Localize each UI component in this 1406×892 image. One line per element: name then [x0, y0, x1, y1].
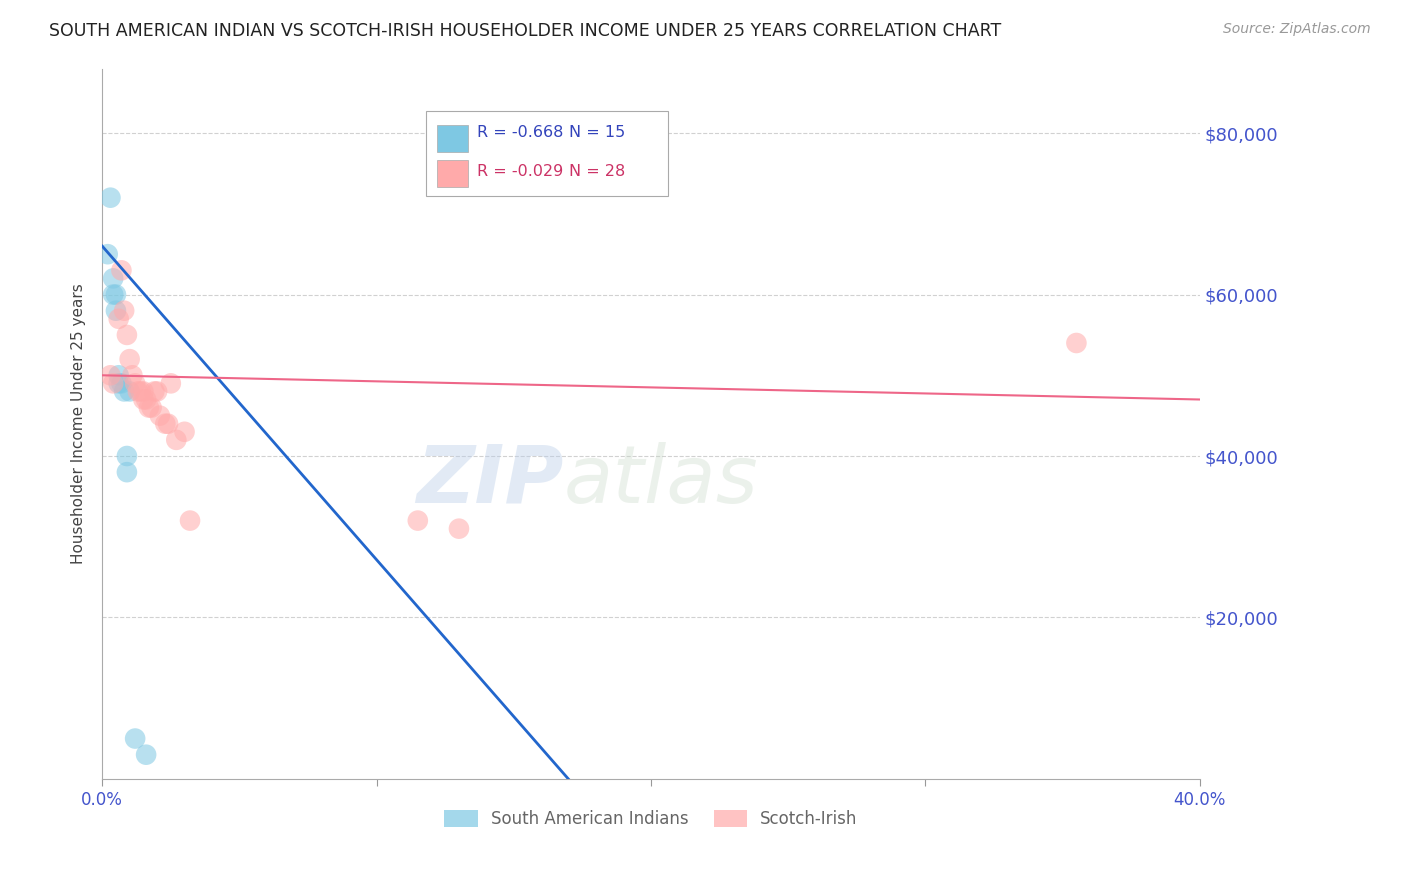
Point [127, 384, 149, 399]
FancyBboxPatch shape [426, 112, 668, 196]
Point [115, 327, 138, 342]
Point [1066, 336, 1088, 351]
Point [107, 376, 129, 391]
Point [173, 425, 195, 439]
Legend: South American Indians, Scotch-Irish: South American Indians, Scotch-Irish [437, 803, 865, 835]
Point [104, 287, 127, 301]
Y-axis label: Householder Income Under 25 years: Householder Income Under 25 years [72, 284, 86, 564]
Point [129, 384, 152, 399]
Text: atlas: atlas [564, 442, 758, 519]
Text: ZIP: ZIP [416, 442, 564, 519]
Point [155, 417, 177, 431]
Point [110, 263, 132, 277]
Point [97, 247, 120, 261]
Point [115, 449, 138, 463]
Point [107, 311, 129, 326]
Point [138, 401, 160, 415]
Point [143, 384, 166, 399]
Point [110, 376, 132, 391]
Text: R = -0.668: R = -0.668 [477, 125, 562, 140]
Point [103, 376, 125, 391]
Text: Source: ZipAtlas.com: Source: ZipAtlas.com [1223, 22, 1371, 37]
Point [100, 191, 122, 205]
Point [447, 522, 470, 536]
Point [124, 731, 146, 746]
Point [103, 271, 125, 285]
Point [112, 303, 135, 318]
Point [157, 417, 180, 431]
Point [165, 433, 187, 447]
Point [118, 384, 141, 399]
Point [146, 384, 169, 399]
Point [112, 384, 135, 399]
Text: R = -0.029: R = -0.029 [477, 164, 562, 179]
Point [159, 376, 181, 391]
Point [121, 368, 143, 383]
Text: N = 28: N = 28 [569, 164, 626, 179]
Point [107, 368, 129, 383]
Text: SOUTH AMERICAN INDIAN VS SCOTCH-IRISH HOUSEHOLDER INCOME UNDER 25 YEARS CORRELAT: SOUTH AMERICAN INDIAN VS SCOTCH-IRISH HO… [49, 22, 1001, 40]
Point [103, 287, 125, 301]
Point [124, 376, 146, 391]
FancyBboxPatch shape [437, 125, 468, 152]
Point [118, 352, 141, 367]
Point [406, 514, 429, 528]
Point [115, 465, 138, 479]
Point [179, 514, 201, 528]
Point [132, 392, 155, 407]
Text: N = 15: N = 15 [569, 125, 626, 140]
Point [149, 409, 172, 423]
Point [135, 747, 157, 762]
Point [135, 392, 157, 407]
Point [100, 368, 122, 383]
Point [104, 303, 127, 318]
FancyBboxPatch shape [437, 161, 468, 187]
Point [132, 384, 155, 399]
Point [141, 401, 163, 415]
